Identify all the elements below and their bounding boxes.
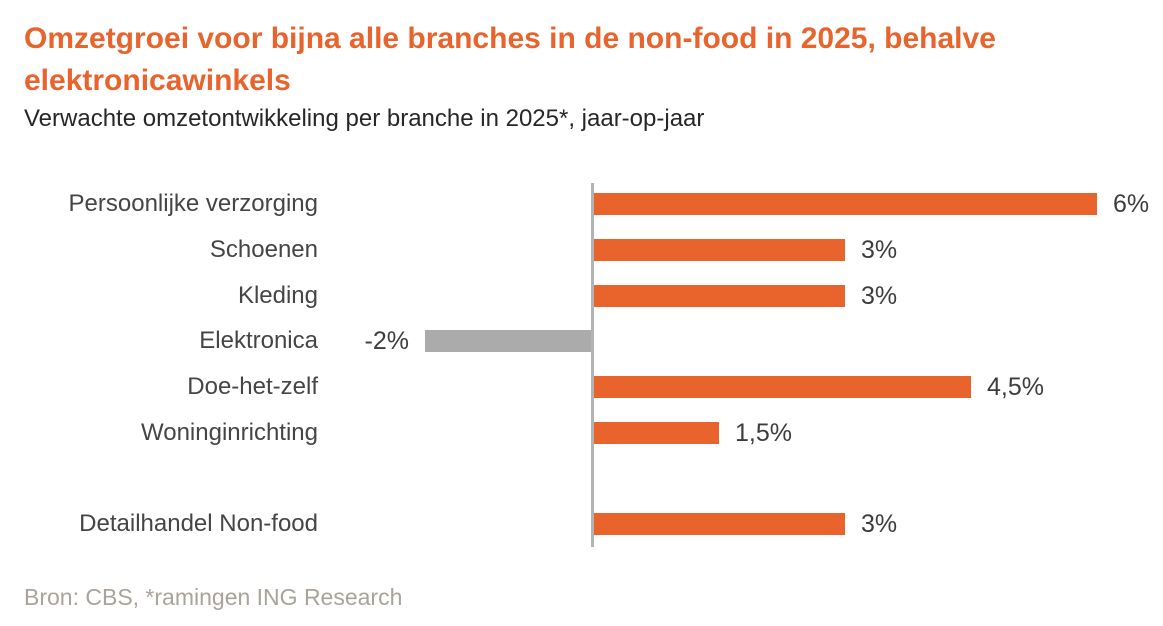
category-label: Elektronica bbox=[199, 327, 318, 354]
positive-bar bbox=[593, 193, 1097, 215]
value-label: -2% bbox=[364, 327, 409, 355]
category-label: Schoenen bbox=[209, 236, 318, 263]
value-label: 4,5% bbox=[987, 373, 1044, 401]
category-label: Woninginrichting bbox=[141, 419, 318, 446]
category-label: Kleding bbox=[237, 282, 318, 309]
value-label: 3% bbox=[861, 282, 898, 310]
positive-bar bbox=[593, 376, 971, 398]
positive-bar bbox=[593, 285, 845, 307]
negative-bar bbox=[425, 330, 593, 352]
category-label: Detailhandel Non-food bbox=[79, 510, 318, 537]
chart-title: Omzetgroei voor bijna alle branches in d… bbox=[24, 22, 996, 97]
category-label: Doe-het-zelf bbox=[187, 373, 318, 400]
value-label: 3% bbox=[861, 510, 898, 538]
y-axis-line bbox=[591, 183, 594, 547]
category-label: Persoonlijke verzorging bbox=[68, 190, 318, 217]
positive-bar bbox=[593, 513, 845, 535]
positive-bar bbox=[593, 422, 719, 444]
source-note: Bron: CBS, *ramingen ING Research bbox=[24, 584, 403, 610]
chart-subtitle: Verwachte omzetontwikkeling per branche … bbox=[24, 105, 705, 132]
value-label: 3% bbox=[861, 236, 898, 264]
value-label: 6% bbox=[1113, 190, 1150, 218]
value-label: 1,5% bbox=[735, 419, 792, 447]
positive-bar bbox=[593, 239, 845, 261]
